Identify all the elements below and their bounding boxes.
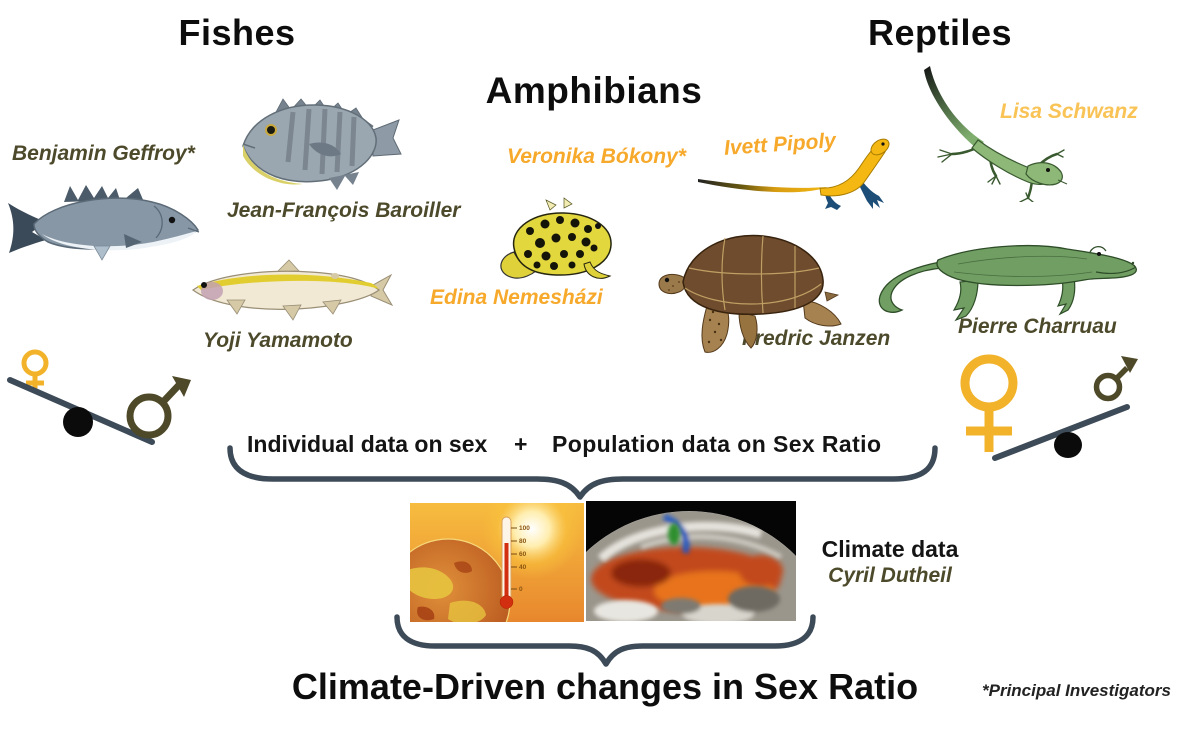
reptiles-title: Reptiles xyxy=(867,12,1013,53)
svg-text:40: 40 xyxy=(519,564,527,571)
svg-text:0: 0 xyxy=(519,586,523,593)
fishes-title: Fishes xyxy=(178,12,296,53)
sea-turtle-image xyxy=(655,220,850,358)
female-symbol-icon xyxy=(960,354,1018,452)
plus-sign: + xyxy=(514,431,528,457)
svg-text:60: 60 xyxy=(519,551,527,558)
climate-model-earth-image xyxy=(586,501,796,621)
spotted-frog-image xyxy=(490,196,625,288)
principal-investigators-footnote: *Principal Investigators xyxy=(982,681,1171,700)
hot-earth-image: 100 80 60 40 0 xyxy=(410,503,584,622)
thermometer-icon: 100 80 60 40 0 xyxy=(499,516,530,609)
researcher-edina-nemeshazi: Edina Nemesházi xyxy=(430,286,603,309)
researcher-benjamin-geffroy: Benjamin Geffroy* xyxy=(12,142,195,165)
climate-data-label: Climate data xyxy=(821,536,959,562)
green-lizard-image xyxy=(920,62,1070,202)
researcher-lisa-schwanz: Lisa Schwanz xyxy=(1000,100,1138,123)
ayu-fish-image xyxy=(185,250,393,326)
individual-data-label: Individual data on sex xyxy=(247,431,488,457)
salamander-image xyxy=(695,135,900,210)
svg-text:80: 80 xyxy=(519,538,527,545)
researcher-fredric-janzen: Fredric Janzen xyxy=(742,327,891,350)
tilapia-fish-image xyxy=(225,86,405,198)
researcher-veronika-bokony: Veronika Bókony* xyxy=(507,145,686,168)
seesaw-fulcrum-ball xyxy=(1054,432,1082,458)
male-symbol-icon xyxy=(1093,356,1138,402)
population-data-label: Population data on Sex Ratio xyxy=(552,431,882,457)
researcher-cyril-dutheil: Cyril Dutheil xyxy=(828,564,952,587)
researcher-jean-francois-baroiller: Jean-François Baroiller xyxy=(227,199,461,222)
conclusion-title: Climate-Driven changes in Sex Ratio xyxy=(291,666,919,707)
sea-bass-fish-image xyxy=(2,176,202,268)
male-symbol-icon xyxy=(126,376,191,439)
seesaw-bar xyxy=(992,404,1130,461)
svg-text:100: 100 xyxy=(519,525,530,532)
researcher-yoji-yamamoto: Yoji Yamamoto xyxy=(203,329,353,352)
seesaw-fulcrum-ball xyxy=(63,407,93,437)
seesaw-female-heavy xyxy=(930,350,1145,465)
seesaw-male-heavy xyxy=(0,338,210,456)
crocodile-image xyxy=(862,216,1147,334)
researcher-pierre-charruau: Pierre Charruau xyxy=(958,315,1117,338)
amphibians-title: Amphibians xyxy=(485,70,703,111)
brace-top xyxy=(225,444,940,502)
brace-bottom xyxy=(393,613,817,668)
